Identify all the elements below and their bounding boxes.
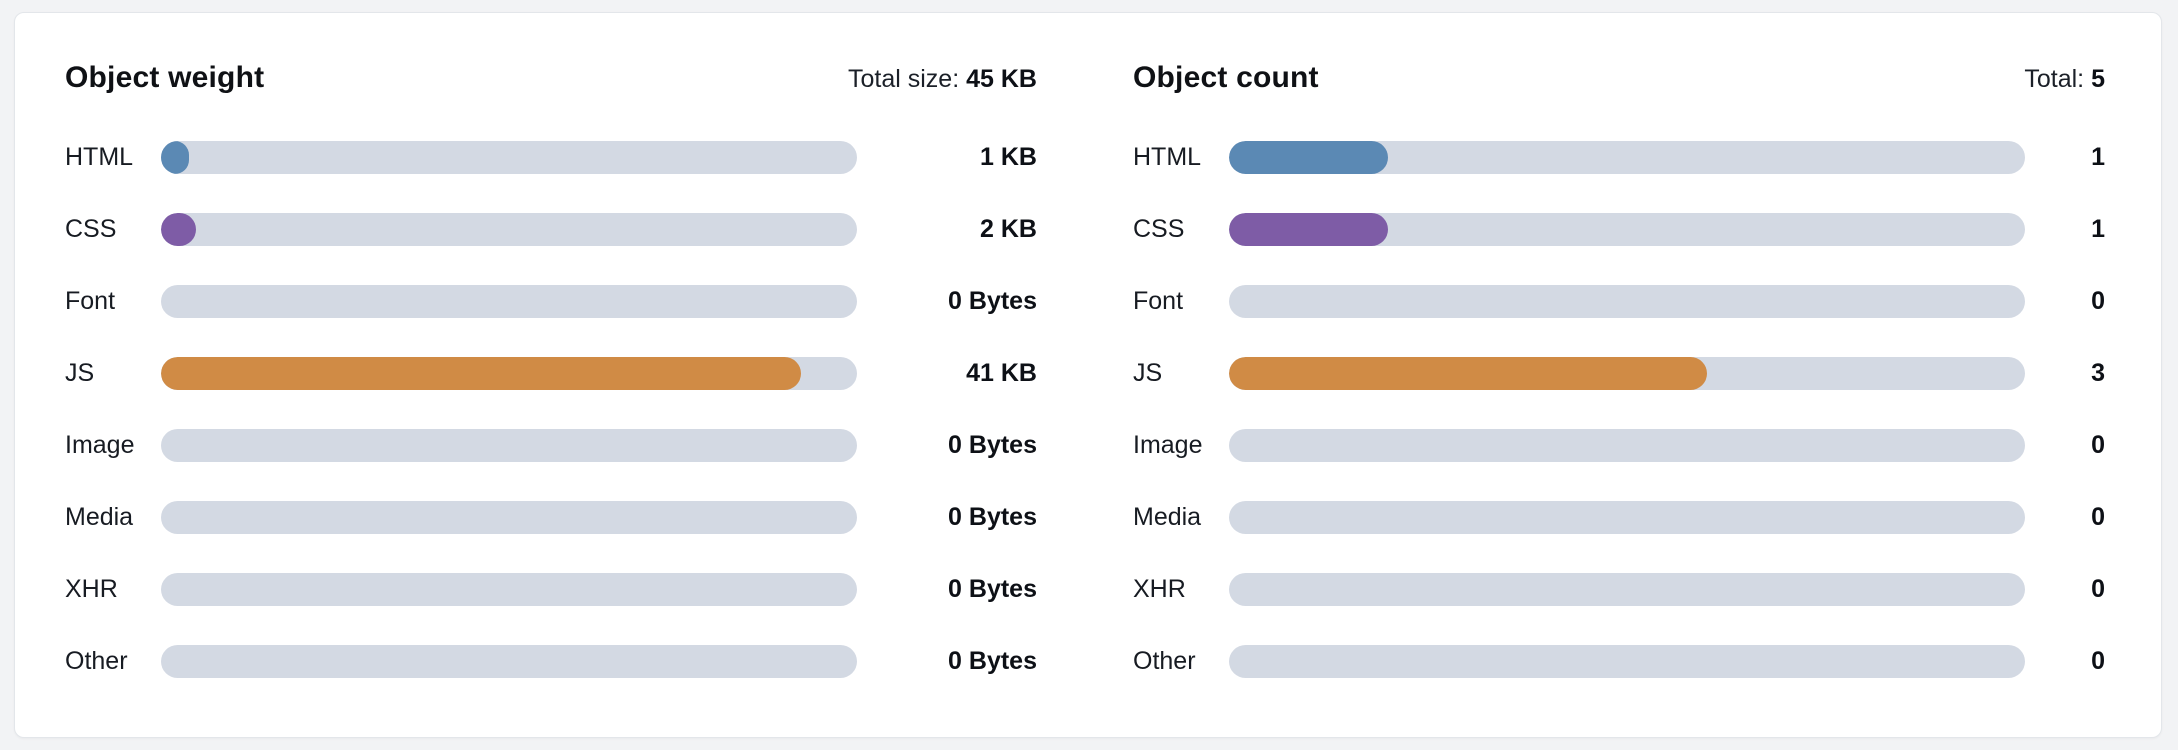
row-label: Image xyxy=(65,431,135,459)
chart-row: Font 0 xyxy=(1133,285,2105,318)
bar-fill xyxy=(161,357,802,390)
chart-header: Object weight Total size: 45 KB xyxy=(65,61,1037,95)
row-value: 0 Bytes xyxy=(948,647,1037,675)
chart-row: Other 0 Bytes xyxy=(65,645,1037,678)
row-label: JS xyxy=(1133,359,1163,387)
row-label: Media xyxy=(65,503,134,531)
bar-track xyxy=(161,429,857,462)
bar-track xyxy=(1229,501,2025,534)
chart-total-label: Total: xyxy=(2024,65,2085,93)
chart-row: XHR 0 xyxy=(1133,573,2105,606)
row-value: 0 xyxy=(2091,647,2105,675)
row-value: 0 xyxy=(2091,575,2105,603)
row-label: Other xyxy=(65,647,128,675)
chart-rows: HTML 1 KB CSS 2 KB Font 0 Bytes JS 41 KB Image 0 … xyxy=(65,141,1037,678)
chart-row: Image 0 xyxy=(1133,429,2105,462)
row-label: Media xyxy=(1133,503,1202,531)
chart-row: Font 0 Bytes xyxy=(65,285,1037,318)
bar-track xyxy=(1229,213,2025,246)
bar-track xyxy=(1229,357,2025,390)
bar-track xyxy=(1229,429,2025,462)
chart-row: CSS 2 KB xyxy=(65,213,1037,246)
bar-fill xyxy=(1229,213,1389,246)
row-value: 1 xyxy=(2091,215,2105,243)
row-label: Font xyxy=(65,287,116,315)
row-label: HTML xyxy=(1133,143,1202,171)
chart-row: Image 0 Bytes xyxy=(65,429,1037,462)
chart-header: Object count Total: 5 xyxy=(1133,61,2105,95)
bar-fill xyxy=(161,141,189,174)
chart-row: CSS 1 xyxy=(1133,213,2105,246)
row-label: JS xyxy=(65,359,95,387)
chart-row: JS 3 xyxy=(1133,357,2105,390)
row-label: Image xyxy=(1133,431,1203,459)
bar-track xyxy=(161,141,857,174)
bar-track xyxy=(161,213,857,246)
chart-title: Object count xyxy=(1133,61,1319,94)
chart-rows: HTML 1 CSS 1 Font 0 JS 3 Image 0 Media 0 XHR 0 Other 0 xyxy=(1133,141,2105,678)
row-value: 0 xyxy=(2091,431,2105,459)
row-value: 41 KB xyxy=(966,359,1037,387)
row-value: 0 Bytes xyxy=(948,503,1037,531)
bar-track xyxy=(1229,645,2025,678)
row-value: 2 KB xyxy=(980,215,1037,243)
row-label: XHR xyxy=(65,575,118,603)
chart-total-value: 45 KB xyxy=(966,65,1037,93)
row-value: 0 xyxy=(2091,287,2105,315)
row-value: 1 KB xyxy=(980,143,1037,171)
chart-row: JS 41 KB xyxy=(65,357,1037,390)
bar-track xyxy=(1229,141,2025,174)
chart-row: XHR 0 Bytes xyxy=(65,573,1037,606)
bar-track xyxy=(161,501,857,534)
object-count-chart: Object count Total: 5 HTML 1 CSS 1 Font 0 JS 3 I… xyxy=(1133,61,2105,697)
chart-row: HTML 1 KB xyxy=(65,141,1037,174)
row-value: 0 xyxy=(2091,503,2105,531)
row-value: 1 xyxy=(2091,143,2105,171)
row-label: Other xyxy=(1133,647,1196,675)
row-label: CSS xyxy=(65,215,117,243)
row-value: 0 Bytes xyxy=(948,287,1037,315)
row-value: 3 xyxy=(2091,359,2105,387)
row-value: 0 Bytes xyxy=(948,431,1037,459)
bar-fill xyxy=(1229,357,1707,390)
chart-title: Object weight xyxy=(65,61,265,94)
bar-fill xyxy=(161,213,196,246)
chart-total-value: 5 xyxy=(2091,65,2105,93)
chart-row: Media 0 xyxy=(1133,501,2105,534)
row-label: XHR xyxy=(1133,575,1186,603)
bar-track xyxy=(161,573,857,606)
chart-total-label: Total size: xyxy=(848,65,960,93)
row-label: CSS xyxy=(1133,215,1185,243)
object-weight-chart: Object weight Total size: 45 KB HTML 1 KB… xyxy=(65,61,1037,697)
bar-track xyxy=(1229,573,2025,606)
row-label: HTML xyxy=(65,143,134,171)
chart-row: Other 0 xyxy=(1133,645,2105,678)
bar-track xyxy=(161,645,857,678)
bar-track xyxy=(161,285,857,318)
bar-fill xyxy=(1229,141,1389,174)
resource-breakdown-card: Object weight Total size: 45 KB HTML 1 KB… xyxy=(14,12,2162,738)
bar-track xyxy=(1229,285,2025,318)
chart-row: HTML 1 xyxy=(1133,141,2105,174)
chart-row: Media 0 Bytes xyxy=(65,501,1037,534)
row-label: Font xyxy=(1133,287,1184,315)
row-value: 0 Bytes xyxy=(948,575,1037,603)
chart-total: Total size: 45 KB xyxy=(848,65,1037,94)
chart-total: Total: 5 xyxy=(2024,65,2105,94)
bar-track xyxy=(161,357,857,390)
